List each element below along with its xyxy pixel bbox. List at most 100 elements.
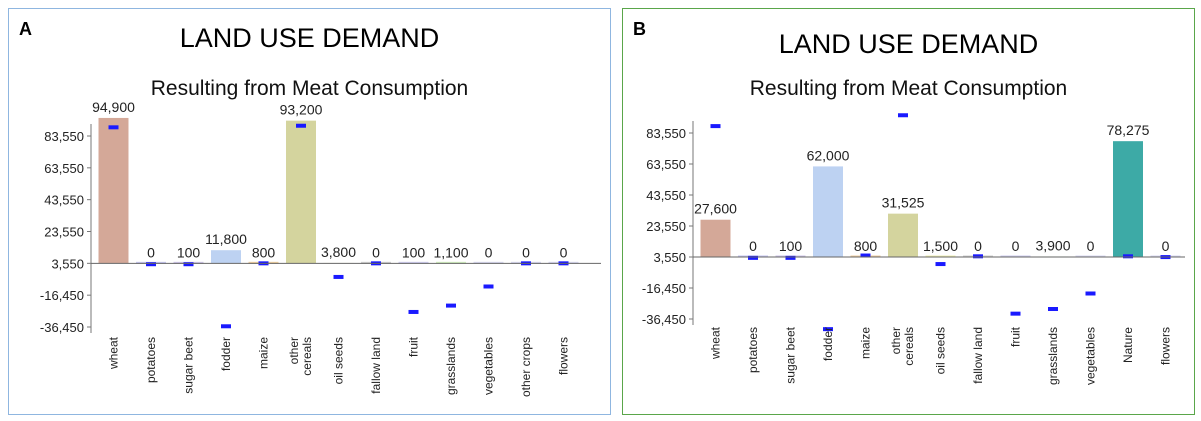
chart-title: LAND USE DEMAND [778, 29, 1039, 59]
data-label: 100 [402, 244, 426, 260]
data-label: 100 [177, 244, 201, 260]
marker [785, 255, 796, 260]
marker [823, 327, 833, 332]
bar-other-cereals [286, 120, 316, 264]
data-label: 3,900 [1035, 237, 1070, 253]
marker [710, 124, 721, 129]
category-label: othercereals [287, 337, 314, 376]
marker [1048, 307, 1058, 312]
category-label: flowers [557, 337, 571, 375]
marker [1085, 291, 1096, 296]
category-label: maize [257, 337, 271, 369]
bar-vegetables [473, 261, 504, 264]
category-label: Nature [1121, 327, 1135, 363]
y-tick-label: 83,550 [44, 129, 84, 144]
category-label: othercereals [889, 327, 916, 366]
chart-panel-b: B LAND USE DEMAND Resulting from Meat Co… [622, 8, 1195, 415]
chart-plot-a: 83,550 63,550 43,550 23,550 3,550 -16,450 -36,… [40, 99, 601, 397]
category-label: fodder [219, 337, 233, 371]
category-label: potatoes [746, 327, 760, 373]
y-tick-label: 3,550 [653, 250, 686, 265]
y-tick-label: -16,450 [40, 288, 84, 303]
marker [333, 274, 344, 279]
category-label: sugar beet [182, 336, 196, 393]
data-label: 0 [1012, 238, 1020, 254]
category-label: oil seeds [332, 337, 346, 384]
chart-subtitle: Resulting from Meat Consumption [749, 77, 1068, 100]
data-label: 0 [147, 244, 155, 260]
y-tick-label: -36,450 [642, 312, 686, 327]
marker [748, 255, 758, 260]
data-label: 0 [749, 238, 757, 254]
category-label: other crops [519, 337, 533, 397]
data-label: 0 [974, 238, 982, 254]
data-label: 0 [1087, 238, 1095, 254]
marker [108, 125, 119, 130]
category-label: oil seeds [934, 327, 948, 374]
marker [183, 262, 194, 267]
category-label: maize [859, 327, 873, 359]
bar-fruit [398, 261, 429, 264]
data-label: 800 [252, 244, 276, 260]
data-label: 93,200 [280, 102, 323, 118]
category-label: grasslands [444, 337, 458, 395]
marker [935, 262, 946, 267]
marker [898, 113, 908, 118]
category-label: vegetables [1084, 327, 1098, 385]
category-label: sugar beet [784, 326, 798, 383]
bar-Nature [1113, 141, 1143, 257]
bar-wheat [98, 117, 129, 264]
marker [296, 123, 306, 128]
data-label: 0 [485, 244, 493, 260]
category-label: wheat [709, 326, 723, 360]
bar-fodder [211, 250, 241, 264]
y-tick-label: 63,550 [646, 157, 686, 172]
bar-other-cereals [888, 213, 918, 257]
data-label: 1,500 [923, 238, 958, 254]
data-label: 78,275 [1107, 122, 1150, 138]
category-label: flowers [1159, 327, 1173, 365]
data-label: 94,900 [92, 99, 135, 115]
data-label: 100 [779, 238, 803, 254]
category-label: potatoes [144, 337, 158, 383]
data-label: 0 [522, 244, 530, 260]
category-label: fallow land [369, 337, 383, 394]
chart-panel-a: A LAND USE DEMAND Resulting from Meat Co… [8, 8, 611, 415]
marker [973, 254, 983, 259]
data-label: 1,100 [433, 244, 468, 260]
y-tick-label: 83,550 [646, 126, 686, 141]
bar-grasslands [436, 261, 466, 264]
data-label: 27,600 [694, 201, 737, 217]
chart-plot-b: 83,550 63,550 43,550 23,550 3,550 -16,450 -36,… [642, 113, 1185, 385]
marker [1123, 254, 1133, 259]
category-label: vegetables [482, 337, 496, 395]
bar-fodder [813, 166, 843, 257]
data-label: 11,800 [205, 231, 247, 247]
category-label: fruit [1009, 326, 1023, 347]
y-tick-label: 43,550 [44, 193, 84, 208]
marker [483, 284, 494, 289]
marker [408, 309, 419, 314]
marker [860, 253, 871, 258]
marker [446, 303, 456, 308]
y-tick-label: -16,450 [642, 281, 686, 296]
data-label: 31,525 [882, 195, 925, 211]
category-label: fodder [821, 327, 835, 361]
panel-label: A [19, 19, 32, 39]
data-label: 800 [854, 238, 878, 254]
data-label: 0 [372, 244, 380, 260]
chart-title: LAND USE DEMAND [179, 23, 440, 53]
marker [146, 262, 156, 267]
y-tick-label: -36,450 [40, 320, 84, 335]
category-label: fallow land [971, 327, 985, 384]
category-label: fruit [407, 336, 421, 357]
chart-subtitle: Resulting from Meat Consumption [150, 77, 469, 100]
data-label: 3,800 [321, 244, 356, 260]
y-tick-label: 43,550 [646, 188, 686, 203]
panel-label: B [633, 19, 646, 39]
category-label: wheat [107, 336, 121, 370]
y-tick-label: 23,550 [646, 219, 686, 234]
data-label: 0 [560, 244, 568, 260]
bar-wheat [700, 219, 731, 257]
marker [1010, 311, 1021, 316]
